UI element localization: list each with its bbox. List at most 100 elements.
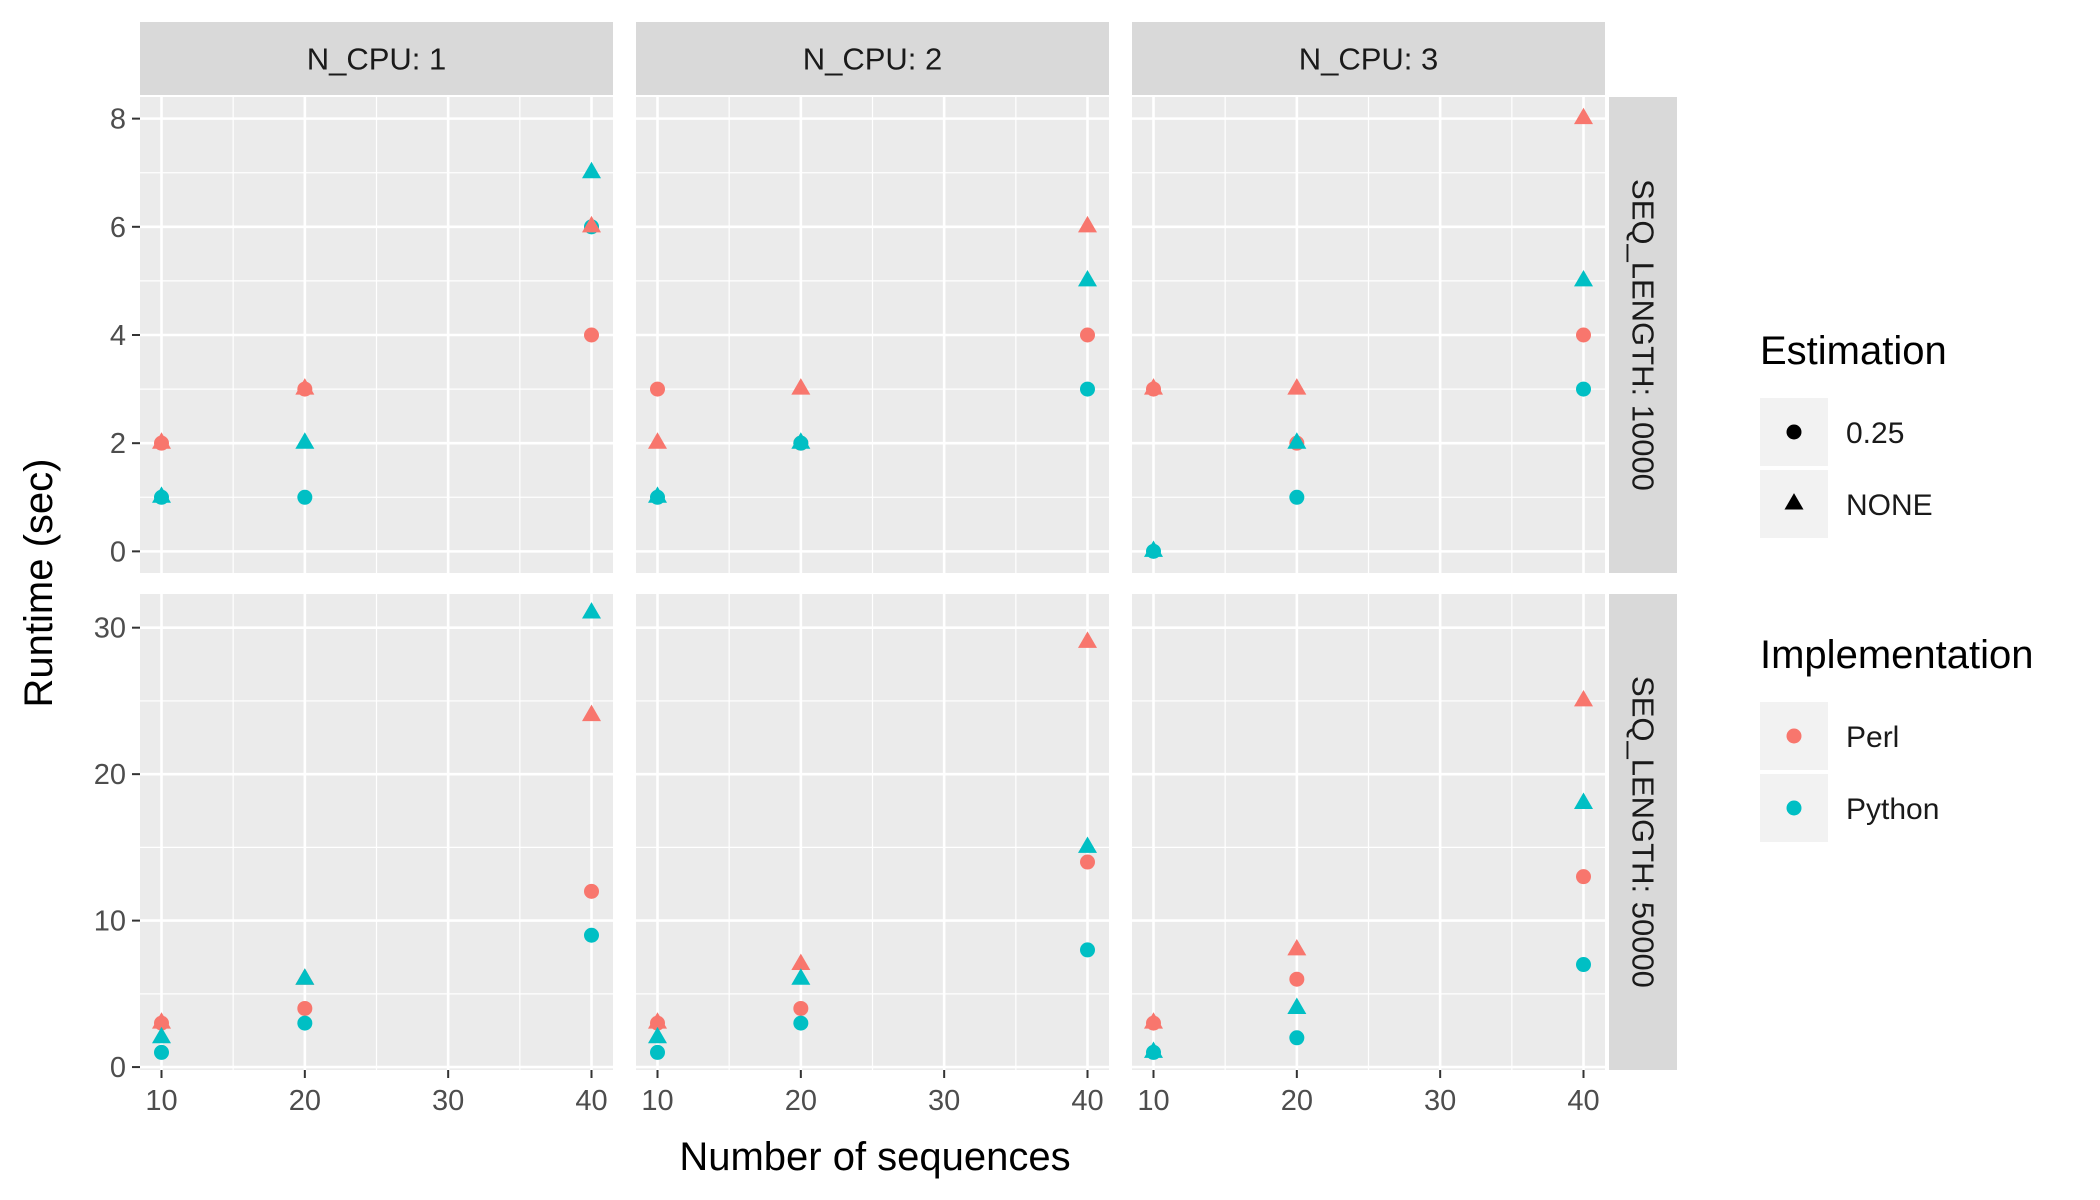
x-tick-label: 30	[1424, 1085, 1456, 1117]
data-point	[584, 327, 599, 343]
data-point	[1289, 489, 1305, 505]
y-tick-label: 20	[94, 759, 126, 791]
data-point	[1576, 327, 1591, 343]
data-point	[650, 381, 665, 397]
x-tick-label: 10	[1137, 1085, 1169, 1117]
series-python-none	[648, 269, 1097, 503]
data-point	[582, 704, 601, 722]
series-python-none	[152, 602, 601, 1044]
x-tick-label: 10	[641, 1085, 673, 1117]
data-point	[648, 486, 667, 503]
panel-r1-c1	[636, 594, 1109, 1070]
data-point	[791, 378, 811, 395]
panel-r0-c1	[636, 97, 1109, 573]
x-tick-label: 30	[928, 1085, 960, 1117]
x-tick-label: 30	[432, 1085, 464, 1117]
y-axis-title: Runtime (sec)	[17, 459, 61, 708]
legend-title-implementation: Implementation	[1760, 633, 2033, 677]
facet-strip-label: SEQ_LENGTH: 10000	[1626, 179, 1661, 491]
data-point	[1078, 631, 1097, 648]
data-point	[152, 486, 171, 503]
panel-r0-c2	[1132, 97, 1605, 573]
legend-title-estimation: Estimation	[1760, 329, 1947, 373]
data-point	[648, 1012, 667, 1029]
data-point	[297, 1000, 313, 1016]
y-tick-label: 0	[110, 536, 126, 568]
facet-strip-row-0	[1609, 97, 1677, 573]
data-point	[1144, 1041, 1163, 1058]
legend-label: Perl	[1846, 721, 1899, 754]
y-tick-label: 0	[110, 1052, 126, 1084]
data-point	[1144, 1012, 1163, 1029]
data-point	[295, 378, 315, 395]
facet-strip-label: N_CPU: 3	[1299, 42, 1439, 77]
series-python-none	[1144, 269, 1593, 557]
x-tick-label: 40	[1071, 1085, 1103, 1117]
legend-label: Python	[1846, 793, 1939, 826]
data-point	[1287, 378, 1307, 395]
data-point	[650, 1044, 665, 1060]
data-point	[1078, 215, 1097, 233]
data-point	[152, 1026, 171, 1044]
facet-strip-label: N_CPU: 2	[803, 42, 943, 77]
x-tick-label: 10	[145, 1085, 177, 1117]
data-point	[1080, 381, 1095, 397]
data-point	[1289, 971, 1305, 987]
legend-label: NONE	[1846, 489, 1933, 522]
data-point	[584, 883, 599, 899]
y-tick-label: 2	[110, 428, 126, 460]
data-point	[793, 1000, 809, 1016]
x-tick-label: 40	[1567, 1085, 1599, 1117]
series-python-none	[152, 161, 601, 503]
data-point	[152, 432, 171, 449]
data-point	[584, 927, 599, 943]
data-point	[1080, 854, 1095, 870]
y-tick-label: 4	[110, 320, 126, 352]
facet-strip-label: N_CPU: 1	[307, 42, 447, 77]
series-python-025	[650, 942, 1095, 1060]
legend-key-triangle	[1784, 493, 1804, 510]
data-point	[295, 968, 315, 985]
data-point	[1287, 997, 1307, 1014]
x-tick-label: 20	[785, 1085, 817, 1117]
x-tick-label: 20	[289, 1085, 321, 1117]
series-python-none	[1144, 792, 1593, 1058]
x-tick-label: 20	[1281, 1085, 1313, 1117]
y-tick-label: 6	[110, 212, 126, 244]
data-point	[1144, 540, 1163, 557]
data-point	[793, 1015, 809, 1031]
legend-key-color	[1786, 728, 1802, 744]
y-tick-label: 8	[110, 104, 126, 136]
panel-r1-c2	[1132, 594, 1605, 1070]
data-point	[1287, 938, 1307, 956]
panel-r1-c0	[140, 594, 613, 1070]
data-point	[648, 1026, 667, 1044]
legend-key-circle	[1786, 424, 1802, 440]
facet-strip-col-0	[140, 22, 613, 95]
series-perl-none	[1144, 689, 1593, 1029]
data-point	[1574, 269, 1593, 287]
panel-r0-c0	[140, 97, 613, 573]
facet-strip-label: SEQ_LENGTH: 50000	[1626, 676, 1661, 988]
legend-label: 0.25	[1846, 417, 1904, 450]
data-point	[1574, 107, 1593, 125]
data-point	[154, 1044, 169, 1060]
x-axis-title: Number of sequences	[679, 1135, 1070, 1179]
data-point	[1144, 378, 1163, 395]
data-point	[1576, 381, 1591, 397]
series-perl-none	[648, 215, 1097, 449]
facet-strip-row-1	[1609, 594, 1677, 1070]
data-point	[648, 432, 667, 449]
data-point	[1576, 957, 1591, 973]
data-point	[152, 1012, 171, 1029]
facet-strip-col-2	[1132, 22, 1605, 95]
data-point	[791, 953, 811, 971]
data-point	[295, 432, 315, 449]
x-tick-label: 40	[575, 1085, 607, 1117]
series-perl-none	[1144, 107, 1593, 395]
data-point	[791, 968, 811, 985]
legend: Estimation 0.25 NONE Implementation Perl Pyth…	[1760, 329, 2033, 842]
data-point	[1574, 792, 1593, 809]
series-python-025	[154, 927, 599, 1060]
